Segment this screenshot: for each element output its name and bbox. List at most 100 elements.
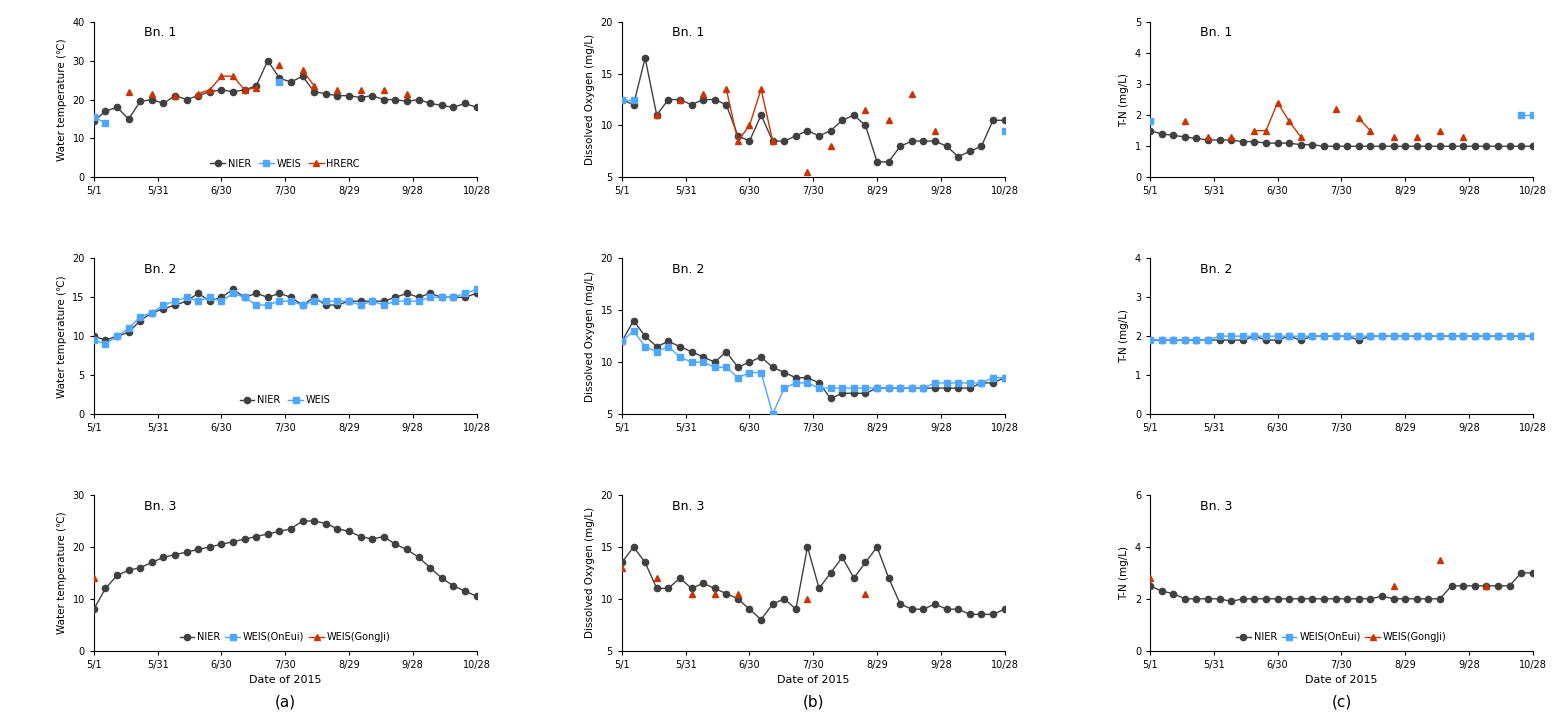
NIER bbox=[189, 91, 208, 100]
NIER bbox=[1153, 129, 1171, 138]
NIER bbox=[834, 553, 852, 562]
NIER bbox=[902, 137, 921, 145]
NIER bbox=[1476, 142, 1495, 150]
NIER bbox=[647, 584, 666, 593]
Line: WEIS: WEIS bbox=[619, 328, 1007, 417]
WEIS(GongJi) bbox=[705, 589, 724, 598]
NIER bbox=[1326, 594, 1345, 603]
WEIS bbox=[339, 297, 358, 306]
WEIS bbox=[1523, 332, 1542, 341]
NIER bbox=[386, 540, 405, 549]
NIER bbox=[1337, 332, 1356, 341]
NIER bbox=[166, 301, 185, 309]
NIER bbox=[1279, 594, 1298, 603]
HRERC bbox=[1408, 132, 1426, 141]
NIER bbox=[432, 574, 450, 583]
Text: Bn. 2: Bn. 2 bbox=[144, 263, 177, 276]
NIER bbox=[891, 384, 910, 393]
WEIS bbox=[658, 342, 677, 351]
NIER bbox=[856, 558, 874, 567]
Line: NIER: NIER bbox=[619, 544, 1007, 623]
WEIS bbox=[119, 324, 138, 333]
NIER bbox=[694, 95, 713, 104]
NIER bbox=[189, 289, 208, 298]
HRERC bbox=[1361, 127, 1379, 135]
NIER bbox=[973, 142, 992, 150]
HRERC bbox=[763, 137, 782, 145]
NIER bbox=[189, 545, 208, 554]
WEIS(GongJi) bbox=[1431, 555, 1450, 564]
WEIS bbox=[200, 293, 219, 301]
WEIS bbox=[879, 384, 898, 393]
NIER bbox=[834, 116, 852, 124]
NIER bbox=[995, 605, 1013, 614]
NIER bbox=[647, 342, 666, 351]
NIER bbox=[960, 384, 979, 393]
HRERC bbox=[716, 85, 735, 93]
WEIS(GongJi) bbox=[682, 589, 701, 598]
NIER bbox=[1268, 335, 1287, 344]
HRERC bbox=[647, 111, 666, 119]
HRERC bbox=[292, 66, 311, 74]
NIER bbox=[1268, 594, 1287, 603]
WEIS bbox=[1500, 332, 1519, 341]
WEIS bbox=[937, 379, 956, 388]
NIER bbox=[316, 301, 335, 309]
NIER bbox=[363, 91, 382, 100]
NIER bbox=[1431, 332, 1450, 341]
NIER bbox=[949, 605, 968, 614]
X-axis label: Date of 2015: Date of 2015 bbox=[249, 675, 322, 685]
WEIS bbox=[1465, 332, 1484, 341]
HRERC bbox=[142, 90, 161, 98]
WEIS bbox=[613, 337, 632, 346]
NIER bbox=[613, 95, 632, 104]
NIER bbox=[671, 342, 690, 351]
HRERC bbox=[1256, 127, 1275, 135]
NIER bbox=[913, 137, 932, 145]
HRERC bbox=[879, 116, 898, 124]
WEIS bbox=[671, 353, 690, 362]
WEIS(GongJi) bbox=[1476, 581, 1495, 590]
WEIS(GongJi) bbox=[84, 574, 103, 583]
Line: NIER: NIER bbox=[1146, 333, 1536, 343]
Y-axis label: Dissolved Oxygen (mg/L): Dissolved Oxygen (mg/L) bbox=[585, 34, 594, 165]
WEIS bbox=[1303, 332, 1322, 341]
NIER bbox=[1303, 332, 1322, 341]
NIER bbox=[84, 332, 103, 341]
NIER bbox=[1523, 332, 1542, 341]
Legend: NIER, WEIS(OnEui), WEIS(GongJi): NIER, WEIS(OnEui), WEIS(GongJi) bbox=[177, 628, 394, 646]
NIER bbox=[763, 137, 782, 145]
NIER bbox=[258, 529, 277, 538]
NIER bbox=[856, 121, 874, 130]
HRERC bbox=[247, 84, 266, 93]
WEIS bbox=[1395, 332, 1414, 341]
NIER bbox=[787, 605, 805, 614]
NIER bbox=[1234, 594, 1253, 603]
NIER bbox=[810, 584, 829, 593]
NIER bbox=[444, 103, 463, 111]
HRERC bbox=[902, 90, 921, 98]
WEIS bbox=[995, 127, 1013, 135]
NIER bbox=[1315, 594, 1334, 603]
NIER bbox=[153, 304, 172, 313]
NIER bbox=[200, 297, 219, 306]
NIER bbox=[468, 103, 486, 111]
NIER bbox=[960, 147, 979, 155]
NIER bbox=[845, 111, 863, 119]
NIER bbox=[1153, 335, 1171, 344]
NIER bbox=[774, 137, 793, 145]
NIER bbox=[647, 111, 666, 119]
HRERC bbox=[1268, 98, 1287, 107]
WEIS bbox=[1279, 332, 1298, 341]
NIER bbox=[1337, 594, 1356, 603]
NIER bbox=[468, 592, 486, 601]
NIER bbox=[613, 558, 632, 567]
WEIS bbox=[810, 384, 829, 393]
HRERC bbox=[752, 85, 771, 93]
Line: NIER: NIER bbox=[91, 286, 480, 343]
NIER bbox=[235, 85, 253, 94]
Text: Bn. 3: Bn. 3 bbox=[144, 500, 177, 513]
NIER bbox=[1442, 581, 1461, 590]
NIER bbox=[410, 553, 429, 562]
NIER bbox=[1455, 581, 1473, 590]
